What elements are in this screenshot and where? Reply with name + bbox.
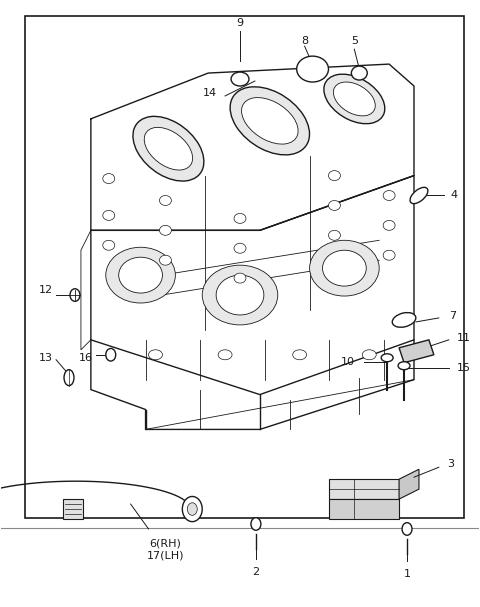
Ellipse shape (230, 87, 310, 155)
Circle shape (182, 497, 202, 521)
Text: 15: 15 (457, 363, 471, 373)
Text: 13: 13 (39, 353, 53, 363)
Ellipse shape (133, 117, 204, 181)
Text: 5: 5 (351, 36, 358, 46)
Text: 3: 3 (447, 459, 454, 469)
Ellipse shape (351, 66, 367, 80)
Ellipse shape (328, 200, 340, 211)
Ellipse shape (297, 56, 328, 82)
Text: 12: 12 (39, 285, 53, 295)
Ellipse shape (148, 350, 162, 360)
Ellipse shape (159, 225, 171, 236)
Text: 6(RH)
17(LH): 6(RH) 17(LH) (147, 539, 184, 560)
Ellipse shape (383, 220, 395, 230)
Text: 16: 16 (79, 353, 93, 363)
Polygon shape (329, 479, 399, 499)
Ellipse shape (310, 240, 379, 296)
Circle shape (70, 289, 80, 301)
Ellipse shape (103, 174, 115, 183)
Text: 7: 7 (449, 311, 456, 321)
Ellipse shape (103, 211, 115, 220)
Ellipse shape (144, 127, 192, 170)
Text: 8: 8 (301, 36, 308, 46)
Ellipse shape (383, 191, 395, 200)
Ellipse shape (398, 362, 410, 370)
Ellipse shape (231, 72, 249, 86)
Ellipse shape (216, 275, 264, 315)
Ellipse shape (362, 350, 376, 360)
Circle shape (251, 518, 261, 531)
Text: 10: 10 (340, 357, 354, 367)
Ellipse shape (328, 171, 340, 180)
Polygon shape (63, 499, 83, 519)
Ellipse shape (293, 350, 307, 360)
Text: 14: 14 (203, 88, 217, 98)
Ellipse shape (410, 188, 428, 203)
Ellipse shape (392, 313, 416, 327)
Ellipse shape (328, 230, 340, 240)
Ellipse shape (383, 250, 395, 260)
Ellipse shape (381, 354, 393, 362)
Ellipse shape (159, 255, 171, 265)
Circle shape (187, 503, 197, 515)
Ellipse shape (324, 74, 385, 124)
Text: 4: 4 (451, 191, 458, 200)
Polygon shape (81, 64, 414, 278)
Ellipse shape (103, 240, 115, 250)
Ellipse shape (234, 214, 246, 223)
Ellipse shape (334, 82, 375, 116)
Circle shape (106, 348, 116, 361)
Ellipse shape (119, 257, 162, 293)
Ellipse shape (234, 243, 246, 253)
Polygon shape (399, 469, 419, 499)
Ellipse shape (106, 247, 175, 303)
Ellipse shape (64, 370, 74, 385)
Text: 11: 11 (457, 333, 471, 343)
Circle shape (402, 523, 412, 535)
Polygon shape (329, 499, 399, 519)
Ellipse shape (159, 195, 171, 205)
Text: 2: 2 (252, 567, 260, 577)
Ellipse shape (218, 350, 232, 360)
Ellipse shape (323, 250, 366, 286)
Ellipse shape (202, 265, 278, 325)
Text: 1: 1 (404, 569, 410, 579)
Ellipse shape (234, 273, 246, 283)
Ellipse shape (241, 98, 298, 144)
Text: 9: 9 (237, 18, 243, 29)
Polygon shape (399, 340, 434, 363)
